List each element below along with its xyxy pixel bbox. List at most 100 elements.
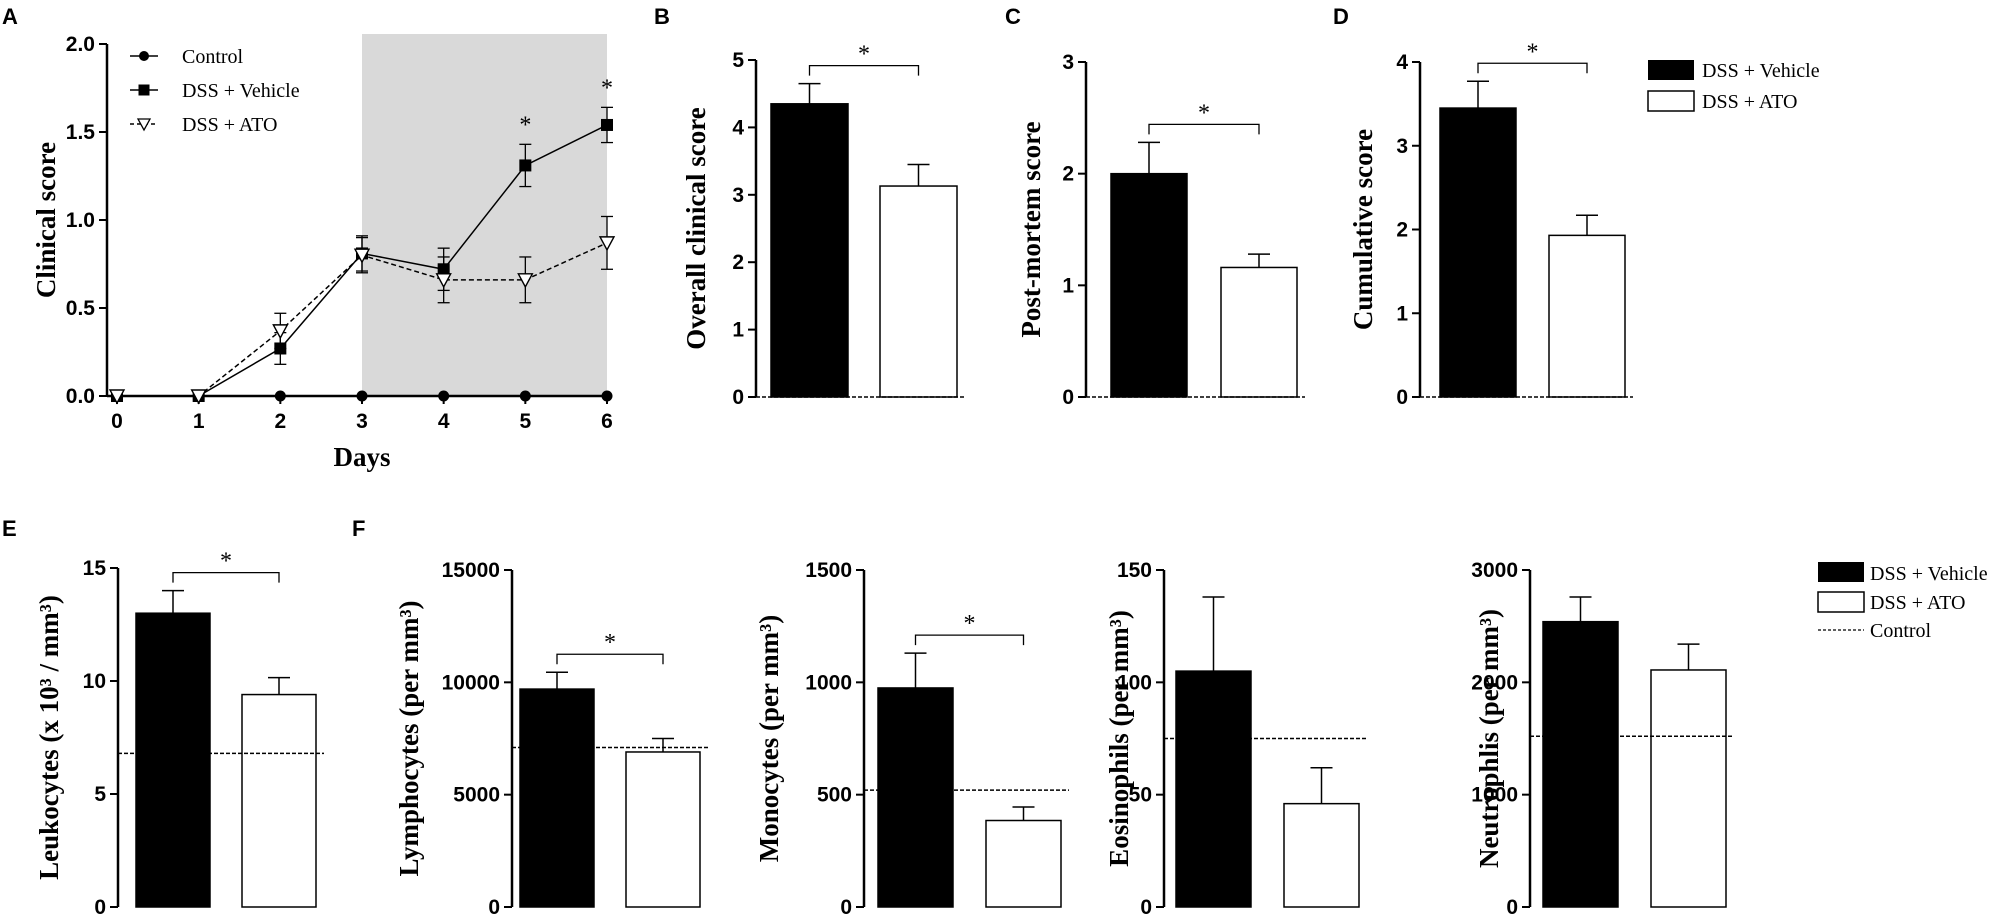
chart-d-y-tick-label: 1	[1396, 302, 1408, 325]
chart-f3-y-tick-label: 100	[1117, 671, 1152, 694]
chart-a-point	[438, 390, 450, 402]
chart-a-significance-star: *	[519, 112, 531, 138]
chart-a-point	[519, 159, 532, 172]
chart-a-y-tick-label: 0.5	[66, 297, 96, 320]
chart-f1-significance-star: *	[604, 630, 616, 656]
chart-a-x-tick-label: 5	[519, 410, 531, 433]
chart-c-y-axis-label: Post-mortem score	[1016, 121, 1046, 337]
chart-f3-bar	[1283, 802, 1360, 908]
chart-d-y-tick-label: 4	[1396, 51, 1408, 74]
chart-b-y-tick-label: 4	[732, 116, 744, 139]
chart-e-y-tick-label: 15	[83, 557, 107, 580]
chart-a-point	[435, 273, 452, 289]
chart-f4-y-tick-label: 0	[1506, 896, 1518, 918]
chart-a-point	[190, 389, 207, 405]
chart-b: 0 1 2 3 4 5 Overall clinical score *	[681, 42, 965, 409]
chart-a-point	[598, 236, 616, 252]
chart-f1-y-axis-label: Lymphocytes (per mm³)	[394, 600, 424, 876]
chart-f3-y-tick-label: 150	[1117, 559, 1152, 582]
chart-f1-y-tick-label: 10000	[442, 671, 500, 694]
legend-bottom-vehicle-swatch	[1818, 562, 1864, 582]
chart-b-y-tick-label: 5	[732, 49, 744, 72]
panel-letter-e: E	[2, 516, 17, 541]
legend-bottom-vehicle-label: DSS + Vehicle	[1870, 563, 1988, 585]
chart-b-bar	[879, 185, 958, 398]
legend-bottom: DSS + Vehicle DSS + ATO Control	[1817, 562, 1988, 642]
chart-a-legend-marker	[138, 84, 150, 96]
chart-e-bar	[241, 693, 317, 908]
chart-e-y-axis-label: Leukocytes (x 10³ / mm³)	[34, 595, 64, 880]
chart-a-x-tick-label: 4	[438, 410, 450, 433]
chart-f4-bar	[1650, 669, 1727, 908]
chart-a-legend-label: DSS + Vehicle	[182, 80, 300, 102]
chart-f1: 0 5000 10000 15000 Lymphocytes (per mm³) *	[394, 559, 708, 918]
chart-c-bar	[1220, 266, 1298, 398]
chart-f1-significance-bracket	[556, 653, 664, 665]
chart-b-y-tick-label: 3	[732, 184, 744, 207]
chart-a-y-tick-label: 0.0	[66, 385, 95, 408]
chart-a-legend-marker	[139, 51, 149, 61]
chart-c-significance-bracket	[1148, 123, 1260, 135]
panel-letter-d: D	[1333, 4, 1349, 29]
chart-a-y-axis-label: Clinical score	[31, 142, 61, 298]
chart-a-point	[274, 390, 286, 402]
chart-b-y-tick-label: 1	[732, 319, 744, 342]
chart-a-series-3	[108, 215, 616, 405]
chart-a-point	[519, 390, 531, 402]
legend-bottom-ato-label: DSS + ATO	[1870, 592, 1965, 614]
chart-a-point	[353, 248, 371, 264]
chart-f4: 0 1000 2000 3000 Neutrophlis (per mm³)	[1471, 559, 1734, 918]
legend-bottom-ato-swatch	[1817, 591, 1865, 613]
chart-c-bar	[1110, 172, 1188, 398]
chart-f3-y-axis-label: Eosinophils (per mm³)	[1104, 610, 1134, 867]
chart-d-y-axis-label: Cumulative score	[1348, 129, 1378, 330]
chart-f1-y-tick-label: 5000	[453, 784, 500, 807]
chart-b-significance-bracket	[808, 64, 920, 76]
chart-c: 0 1 2 3 Post-mortem score *	[1016, 51, 1305, 409]
chart-b-bar	[770, 103, 849, 398]
chart-f4-y-tick-label: 1000	[1471, 784, 1518, 807]
chart-f2-significance-bracket	[914, 634, 1025, 646]
chart-c-y-tick-label: 3	[1062, 51, 1074, 74]
legend-top-ato-label: DSS + ATO	[1702, 91, 1797, 113]
chart-f2-y-tick-label: 1500	[805, 559, 852, 582]
chart-a-x-tick-label: 0	[111, 410, 123, 433]
chart-b-y-axis-label: Overall clinical score	[681, 107, 711, 349]
chart-f1-bar	[625, 751, 701, 908]
chart-f2-y-axis-label: Monocytes (per mm³)	[754, 615, 784, 863]
chart-f4-y-tick-label: 2000	[1471, 671, 1518, 694]
chart-a-shaded-region	[362, 34, 607, 396]
chart-d-bar	[1548, 234, 1626, 398]
chart-a-legend-marker	[136, 118, 152, 132]
legend-top-vehicle-label: DSS + Vehicle	[1702, 60, 1820, 82]
chart-f4-bar	[1542, 620, 1619, 908]
chart-b-y-tick-label: 0	[732, 386, 744, 409]
chart-a-point	[517, 273, 534, 289]
chart-f3-y-tick-label: 0	[1140, 896, 1152, 918]
chart-f1-y-tick-label: 15000	[442, 559, 500, 582]
chart-f4-y-axis-label: Neutrophlis (per mm³)	[1474, 609, 1504, 868]
chart-d-significance-bracket	[1477, 62, 1588, 74]
chart-a-legend-label: DSS + ATO	[182, 114, 277, 136]
chart-a-legend-label: Control	[182, 46, 244, 68]
panel-letter-a: A	[2, 4, 18, 29]
chart-e-y-tick-label: 0	[94, 896, 106, 918]
chart-f1-y-tick-label: 0	[488, 896, 500, 918]
chart-a-x-axis-label: Days	[333, 442, 390, 472]
chart-a-point	[356, 390, 368, 402]
chart-a: 0.0 0.5 1.0 1.5 2.0 0 1 2 3 4 5 6 Days Clinical score…	[31, 33, 616, 472]
chart-f3: 0 50 100 150 Eosinophils (per mm³)	[1104, 559, 1367, 918]
legend-top-ato-swatch	[1647, 90, 1695, 112]
chart-f2-y-tick-label: 0	[840, 896, 852, 918]
chart-a-point	[601, 390, 613, 402]
chart-a-point	[601, 118, 613, 131]
chart-a-x-tick-label: 2	[274, 410, 286, 433]
chart-e-significance-bracket	[172, 571, 280, 583]
chart-e-y-tick-label: 5	[94, 783, 106, 806]
chart-f2: 0 500 1000 1500 Monocytes (per mm³) *	[754, 559, 1069, 918]
chart-a-point	[272, 324, 289, 340]
chart-d-bar	[1439, 107, 1517, 398]
chart-f2-y-tick-label: 500	[817, 784, 852, 807]
panel-letter-f: F	[352, 516, 365, 541]
chart-d-y-tick-label: 3	[1396, 135, 1408, 158]
